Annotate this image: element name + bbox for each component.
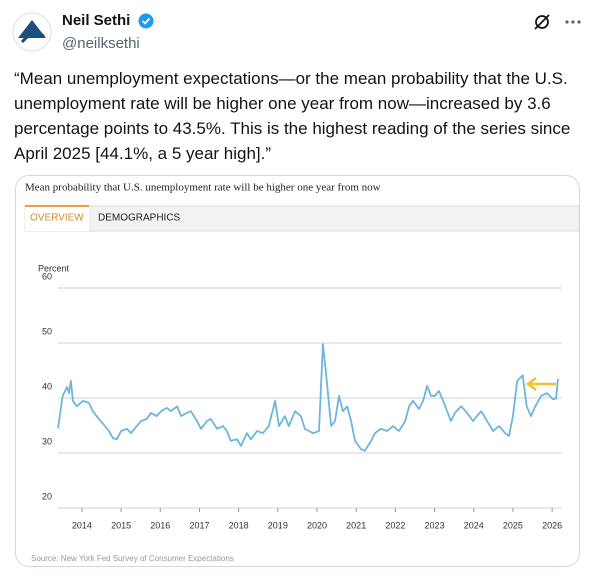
x-tick-label: 2026 — [542, 520, 562, 530]
y-axis-label: Percent — [38, 263, 70, 273]
y-tick-label: 30 — [42, 436, 52, 446]
media-card[interactable]: Mean probability that U.S. unemployment … — [15, 175, 580, 567]
x-tick-label: 2024 — [464, 520, 484, 530]
x-tick-label: 2014 — [72, 520, 92, 530]
top-icons[interactable] — [530, 12, 590, 32]
x-tick-label: 2020 — [307, 520, 327, 530]
chart-title: Mean probability that U.S. unemployment … — [25, 182, 381, 194]
x-tick-label: 2018 — [229, 520, 249, 530]
verified-badge — [138, 13, 154, 29]
x-tick-label: 2015 — [111, 520, 131, 530]
y-tick-label: 20 — [42, 491, 52, 501]
x-tick-label: 2019 — [268, 520, 288, 530]
tab-active — [25, 206, 89, 231]
chart: Mean probability that U.S. unemployment … — [24, 182, 579, 563]
x-tick-label: 2022 — [385, 520, 405, 530]
author-handle[interactable]: @neilksethi — [62, 35, 140, 52]
avatar[interactable] — [12, 12, 52, 52]
y-tick-label: 50 — [42, 326, 52, 336]
tab[interactable]: DEMOGRAPHICS — [98, 213, 181, 224]
x-tick-label: 2021 — [346, 520, 366, 530]
x-tick-label: 2023 — [425, 520, 445, 530]
tab[interactable]: OVERVIEW — [30, 213, 84, 224]
source: Source: New York Fed Survey of Consumer … — [31, 554, 234, 563]
y-tick-label: 60 — [42, 271, 52, 281]
x-tick-label: 2025 — [503, 520, 523, 530]
tab-bar — [24, 205, 579, 232]
data-line — [57, 343, 559, 452]
x-tick-label: 2016 — [150, 520, 170, 530]
arrow — [525, 377, 556, 391]
x-tick-label: 2017 — [189, 520, 209, 530]
author-name[interactable]: Neil Sethi — [62, 12, 131, 29]
tweet-text: “Mean unemployment expectations—or the m… — [14, 69, 571, 163]
y-tick-label: 40 — [42, 381, 52, 391]
